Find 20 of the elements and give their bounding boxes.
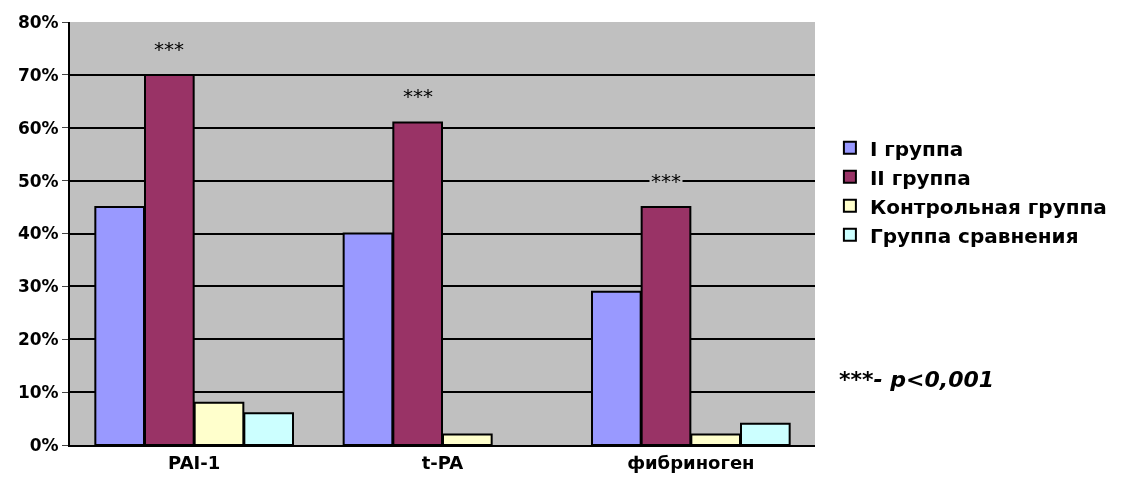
y-tick-label: 50%: [17, 170, 59, 191]
y-tick-label: 60%: [17, 117, 59, 138]
legend-label: I группа: [869, 136, 964, 161]
x-tick-label: фибриноген: [627, 451, 755, 473]
x-tick-label: t-PA: [421, 451, 464, 473]
text: ***- p<0,001: [839, 367, 995, 392]
annotation: ***: [651, 169, 681, 193]
y-tick-label: 10%: [17, 382, 59, 403]
legend-label: II группа: [869, 165, 971, 190]
y-tick-label: 30%: [17, 276, 59, 297]
legend-label: Контрольная группа: [869, 194, 1107, 219]
x-tick-label: PAI-1: [168, 451, 221, 473]
annotation: ***: [154, 37, 184, 61]
annotation: ***: [403, 84, 433, 108]
y-tick-label: 40%: [17, 223, 59, 244]
y-tick-label: 80%: [17, 11, 59, 32]
y-tick-label: 20%: [17, 329, 59, 350]
legend-label: Группа сравнения: [869, 223, 1079, 248]
y-tick-label: 0%: [29, 434, 59, 455]
y-tick-label: 70%: [17, 64, 59, 85]
